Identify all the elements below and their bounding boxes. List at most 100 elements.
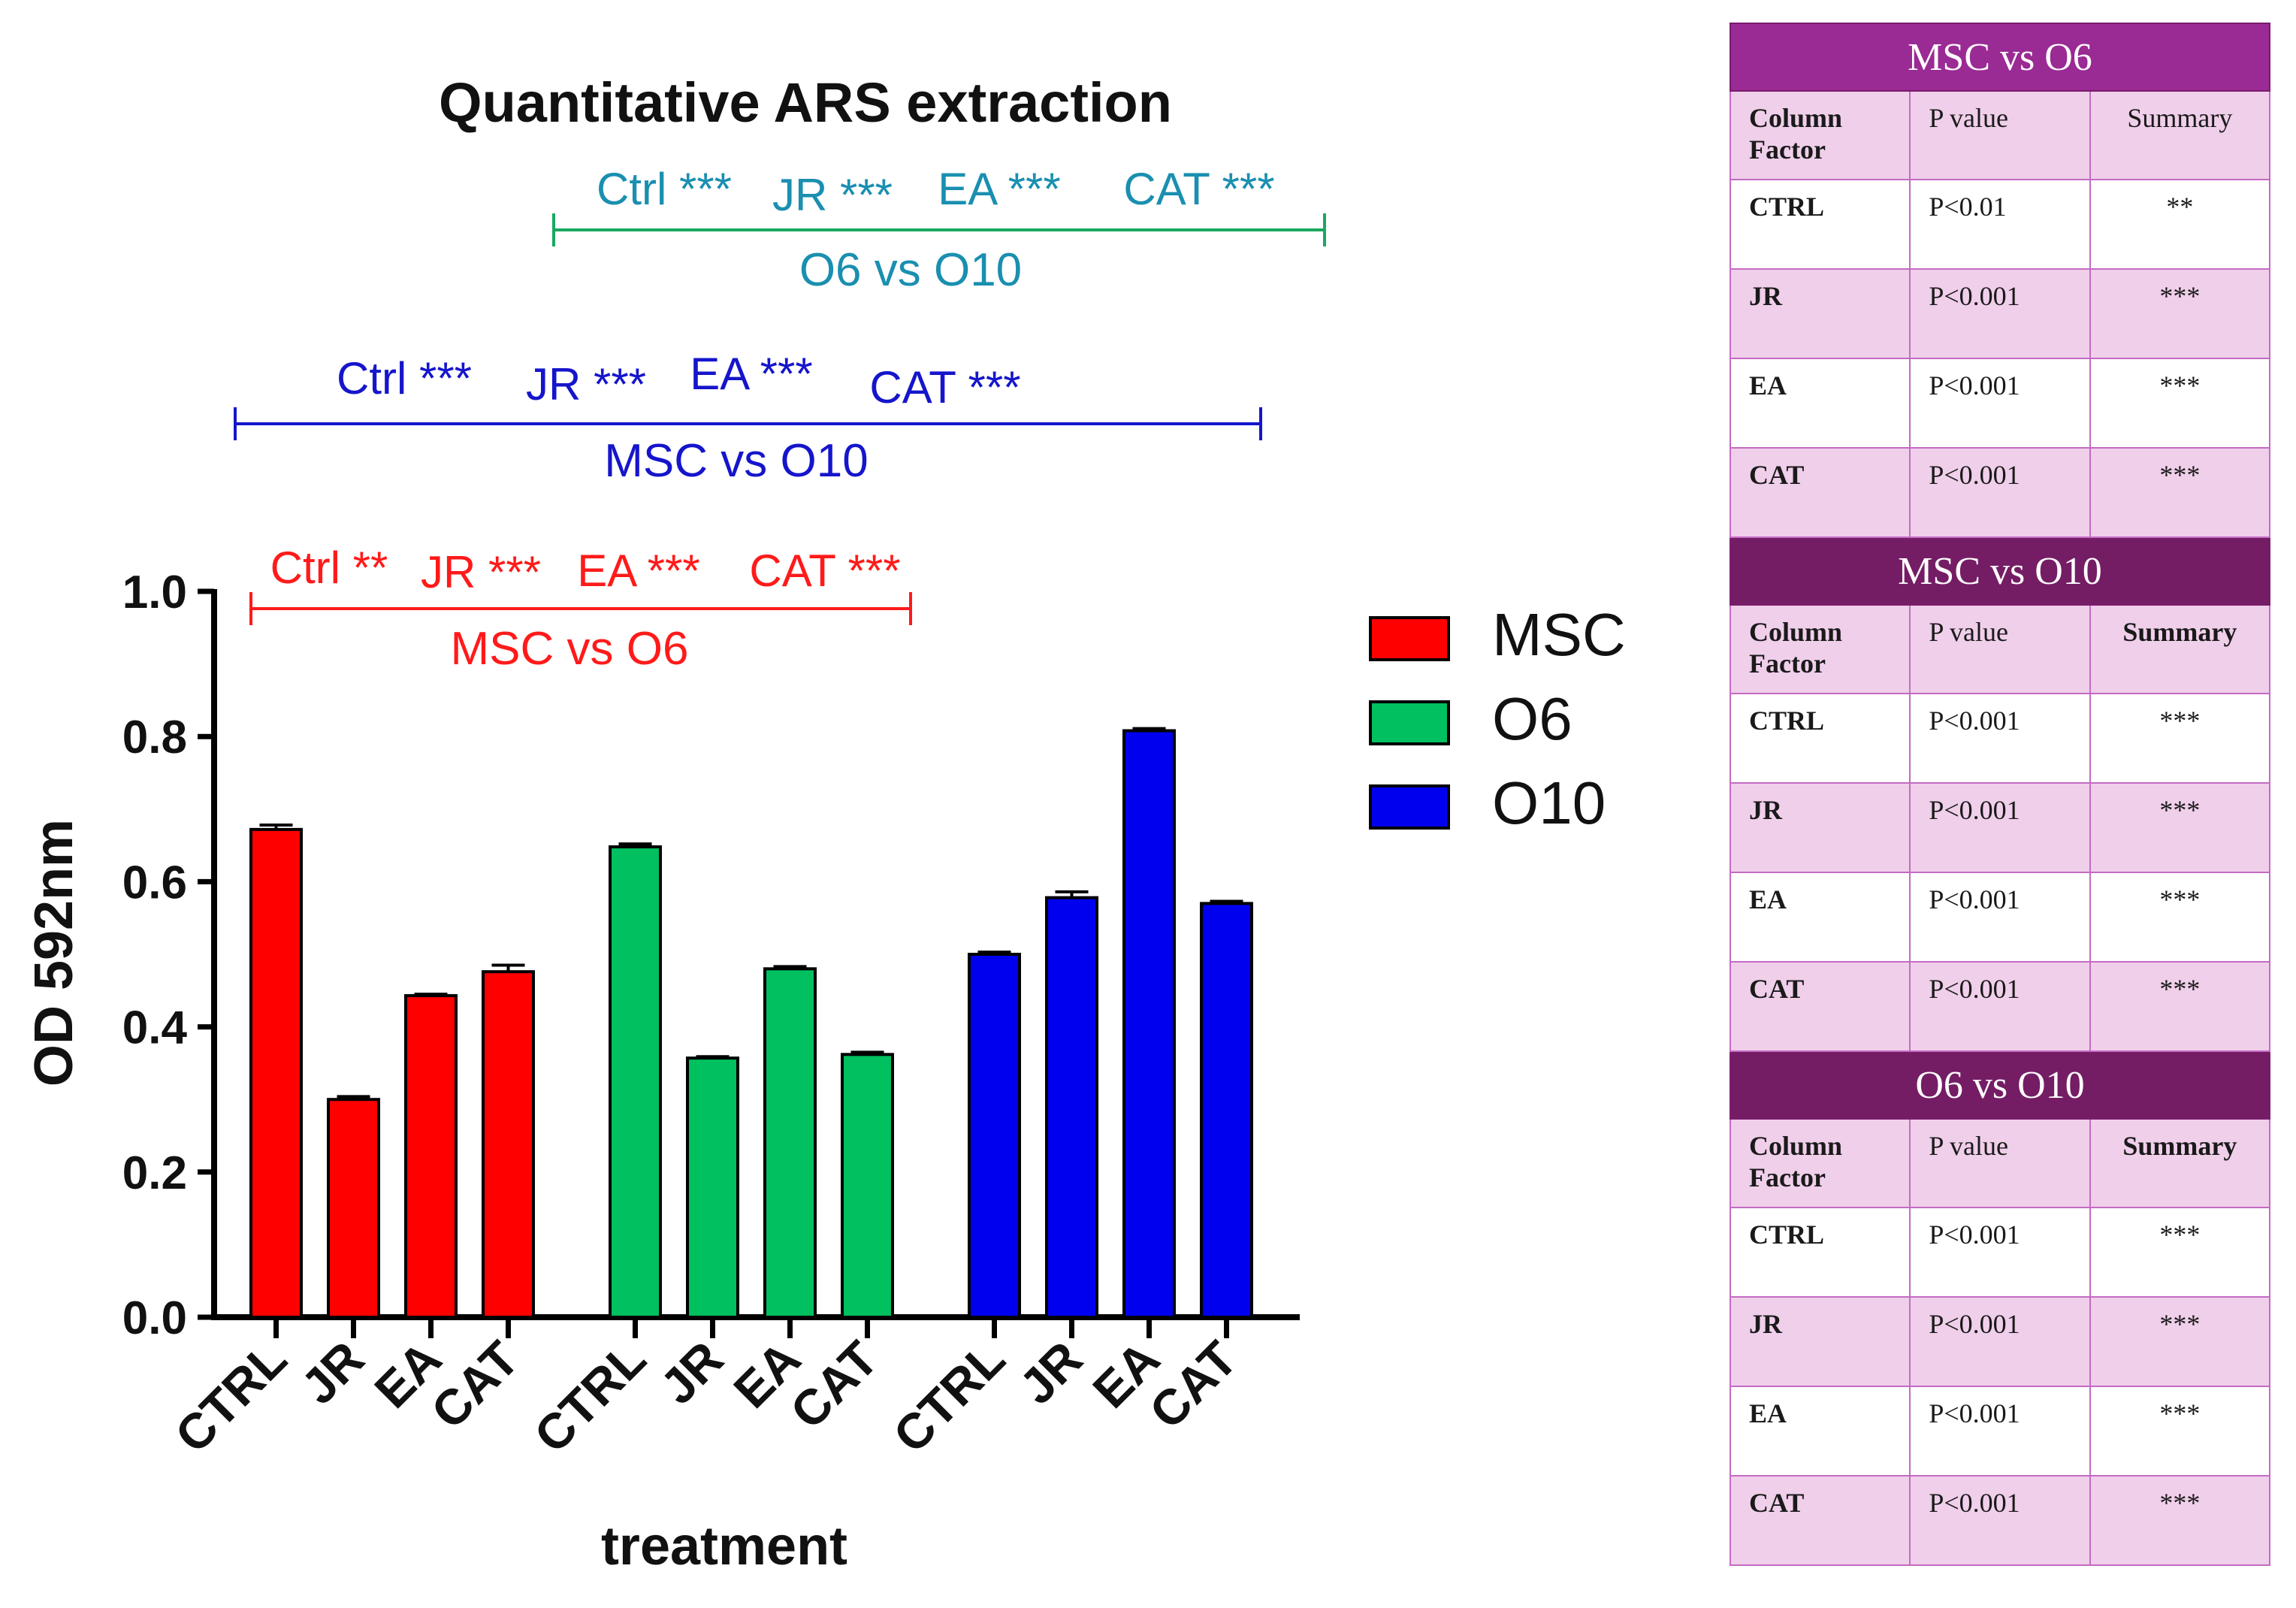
row-summary: *** xyxy=(2089,693,2271,784)
header-summary: Summary xyxy=(2089,604,2271,694)
bar-o10-jr xyxy=(1045,896,1098,1319)
table-row: EA P<0.001 *** xyxy=(1729,358,2271,449)
comparison-label: O6 vs O10 xyxy=(799,244,1022,296)
legend-swatch-o6 xyxy=(1369,700,1450,745)
x-axis-label: treatment xyxy=(601,1516,847,1576)
x-tick-label: CAT xyxy=(1139,1331,1248,1440)
chart-title: Quantitative ARS extraction xyxy=(439,71,1172,134)
row-p-value: P<0.001 xyxy=(1909,268,2091,359)
row-summary: *** xyxy=(2089,872,2271,963)
significance-annotation: CAT *** xyxy=(869,362,1020,413)
y-tick-label: 0.0 xyxy=(122,1292,187,1344)
significance-annotation: CAT *** xyxy=(1123,164,1274,214)
bar-o10-ea xyxy=(1122,729,1176,1319)
stats-header-row: Column Factor P value Summary xyxy=(1729,604,2271,694)
row-factor: CAT xyxy=(1729,961,1911,1052)
y-tick-label: 1.0 xyxy=(122,567,187,618)
table-row: CAT P<0.001 *** xyxy=(1729,961,2271,1052)
significance-annotation: Ctrl ** xyxy=(270,543,388,593)
significance-annotation: Ctrl *** xyxy=(597,164,732,214)
header-summary: Summary xyxy=(2089,1118,2271,1208)
header-column-factor: Column Factor xyxy=(1729,90,1911,180)
row-summary: *** xyxy=(2089,1475,2271,1566)
row-p-value: P<0.001 xyxy=(1909,1386,2091,1477)
x-tick-label: CTRL xyxy=(883,1331,1016,1464)
significance-annotation: JR *** xyxy=(421,547,541,597)
header-column-factor: Column Factor xyxy=(1729,1118,1911,1208)
row-factor: JR xyxy=(1729,782,1911,873)
stats-block-title: MSC vs O6 xyxy=(1730,23,2270,92)
significance-annotation: EA *** xyxy=(938,164,1060,214)
row-factor: JR xyxy=(1729,268,1911,359)
comparison-label: MSC vs O6 xyxy=(451,623,689,675)
row-summary: *** xyxy=(2089,1386,2271,1477)
legend-label-msc: MSC xyxy=(1492,601,1626,668)
table-row: JR P<0.001 *** xyxy=(1729,1296,2271,1387)
table-row: CAT P<0.001 *** xyxy=(1729,1475,2271,1566)
row-summary: *** xyxy=(2089,782,2271,873)
table-row: CTRL P<0.01 ** xyxy=(1729,179,2271,270)
row-factor: EA xyxy=(1729,1386,1911,1477)
y-tick-label: 0.4 xyxy=(122,1002,188,1054)
row-p-value: P<0.001 xyxy=(1909,961,2091,1052)
row-p-value: P<0.001 xyxy=(1909,693,2091,784)
row-summary: *** xyxy=(2089,447,2271,538)
row-p-value: P<0.001 xyxy=(1909,447,2091,538)
x-tick-label: CTRL xyxy=(165,1331,298,1464)
x-tick-label: JR xyxy=(649,1331,733,1415)
x-tick-label: CAT xyxy=(421,1331,530,1440)
chart-legend: MSC O6 O10 xyxy=(1369,601,1626,836)
row-p-value: P<0.001 xyxy=(1909,872,2091,963)
legend-swatch-o10 xyxy=(1369,784,1450,830)
row-factor: CTRL xyxy=(1729,1207,1911,1298)
chart-bars xyxy=(249,727,1253,1319)
significance-annotation: JR *** xyxy=(526,359,646,410)
bar-msc-cat xyxy=(482,970,535,1319)
row-summary: *** xyxy=(2089,1296,2271,1387)
stats-header-row: Column Factor P value Summary xyxy=(1729,90,2271,180)
legend-label-o6: O6 xyxy=(1492,685,1572,752)
table-row: JR P<0.001 *** xyxy=(1729,782,2271,873)
table-row: EA P<0.001 *** xyxy=(1729,872,2271,963)
row-factor: EA xyxy=(1729,358,1911,449)
bar-msc-ea xyxy=(404,994,458,1319)
stats-header-row: Column Factor P value Summary xyxy=(1729,1118,2271,1208)
x-tick-label: CTRL xyxy=(524,1331,657,1464)
row-p-value: P<0.001 xyxy=(1909,358,2091,449)
x-tick-label: CAT xyxy=(780,1331,889,1440)
row-factor: JR xyxy=(1729,1296,1911,1387)
row-p-value: P<0.001 xyxy=(1909,1475,2091,1566)
row-summary: *** xyxy=(2089,268,2271,359)
stats-block-title: MSC vs O10 xyxy=(1730,537,2270,606)
table-row: CTRL P<0.001 *** xyxy=(1729,693,2271,784)
y-axis-label: OD 592nm xyxy=(24,819,84,1087)
x-tick-label: JR xyxy=(1008,1331,1092,1415)
row-summary: *** xyxy=(2089,961,2271,1052)
comparison-label: MSC vs O10 xyxy=(604,435,868,487)
table-row: CAT P<0.001 *** xyxy=(1729,447,2271,538)
bar-o10-ctrl xyxy=(968,953,1021,1319)
row-p-value: P<0.001 xyxy=(1909,1296,2091,1387)
header-column-factor: Column Factor xyxy=(1729,604,1911,694)
significance-annotation: EA *** xyxy=(577,546,699,596)
header-p-value: P value xyxy=(1909,604,2091,694)
table-row: JR P<0.001 *** xyxy=(1729,268,2271,359)
legend-swatch-msc xyxy=(1369,616,1450,661)
row-factor: EA xyxy=(1729,872,1911,963)
statistics-table: MSC vs O6 Column Factor P value Summary … xyxy=(1729,23,2271,1566)
bar-msc-jr xyxy=(327,1098,380,1319)
row-factor: CTRL xyxy=(1729,693,1911,784)
header-p-value: P value xyxy=(1909,90,2091,180)
row-factor: CAT xyxy=(1729,1475,1911,1566)
row-p-value: P<0.01 xyxy=(1909,179,2091,270)
y-tick-label: 0.2 xyxy=(122,1147,187,1199)
bar-chart: Quantitative ARS extraction O6 vs O10 Ctr… xyxy=(24,71,1626,1576)
row-summary: *** xyxy=(2089,1207,2271,1298)
header-p-value: P value xyxy=(1909,1118,2091,1208)
row-factor: CTRL xyxy=(1729,179,1911,270)
table-row: EA P<0.001 *** xyxy=(1729,1386,2271,1477)
bar-o6-ea xyxy=(763,967,817,1319)
x-tick-label: JR xyxy=(290,1331,374,1415)
header-summary: Summary xyxy=(2089,90,2271,180)
